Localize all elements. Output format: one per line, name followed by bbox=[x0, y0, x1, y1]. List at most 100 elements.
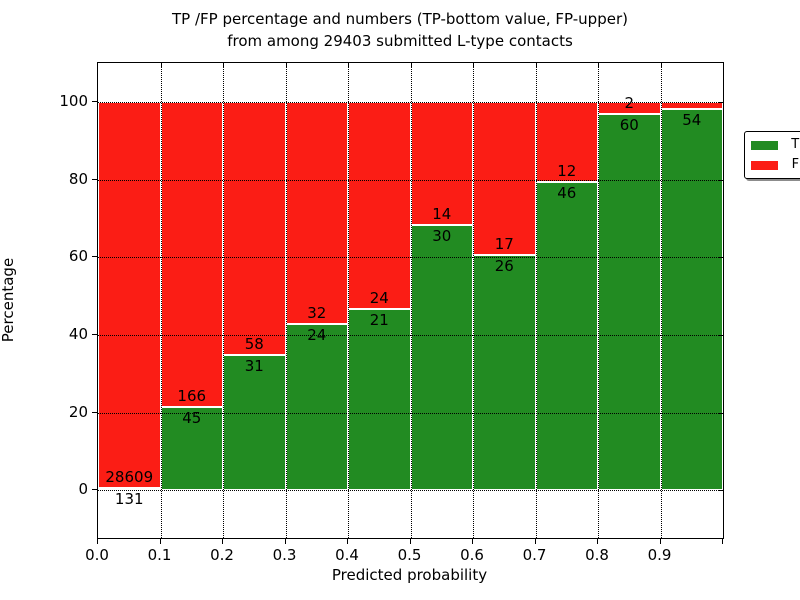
tp-count-label: 24 bbox=[307, 325, 327, 344]
legend-entry-fp: FP bbox=[751, 157, 800, 173]
y-tick-label: 40 bbox=[68, 324, 88, 343]
tp-bar-segment bbox=[535, 182, 598, 491]
fp-bar-segment bbox=[660, 101, 723, 109]
bottom-axis-tick bbox=[722, 539, 723, 544]
top-axis-tick bbox=[285, 63, 287, 67]
left-axis-tick bbox=[92, 411, 97, 413]
y-axis-label: Percentage bbox=[0, 257, 17, 343]
vertical-gridline bbox=[660, 63, 662, 538]
fp-bar-segment bbox=[473, 101, 536, 256]
fp-bar-segment bbox=[410, 101, 473, 226]
tp-count-label: 46 bbox=[557, 184, 577, 203]
right-axis-tick bbox=[719, 412, 723, 414]
fp-count-label: 12 bbox=[557, 162, 577, 181]
top-axis-tick bbox=[160, 63, 162, 67]
fp-count-label: 2 bbox=[624, 94, 635, 113]
tp-bar-segment bbox=[473, 255, 536, 491]
tp-count-label: 131 bbox=[114, 490, 144, 509]
tp-bar-segment bbox=[660, 108, 723, 491]
tp-count-label: 21 bbox=[369, 310, 389, 329]
fp-count-label: 28609 bbox=[105, 468, 154, 487]
chart-title: TP /FP percentage and numbers (TP-bottom… bbox=[0, 8, 800, 52]
x-tick-label: 0.8 bbox=[585, 546, 609, 564]
top-axis-tick bbox=[535, 63, 537, 67]
bottom-axis-tick bbox=[409, 539, 411, 544]
tp-count-label: 31 bbox=[244, 356, 264, 375]
fp-bar-segment bbox=[285, 101, 348, 324]
tp-bar-segment bbox=[98, 488, 161, 491]
left-axis-tick bbox=[92, 333, 97, 335]
tp-count-label: 30 bbox=[432, 227, 452, 246]
x-tick-label: 0.2 bbox=[210, 546, 234, 564]
vertical-gridline bbox=[410, 63, 412, 538]
tp-bar-segment bbox=[348, 308, 411, 491]
right-axis-tick bbox=[719, 257, 723, 259]
y-tick-label: 100 bbox=[59, 91, 88, 110]
bottom-axis-tick bbox=[347, 539, 348, 544]
bottom-axis-tick bbox=[597, 539, 598, 544]
fp-count-label: 17 bbox=[494, 235, 514, 254]
bottom-axis-tick bbox=[222, 539, 223, 544]
right-axis-tick bbox=[719, 334, 723, 336]
x-tick-label: 0.0 bbox=[85, 546, 109, 564]
bottom-axis-tick bbox=[534, 539, 536, 544]
x-tick-label: 0.9 bbox=[647, 546, 672, 564]
x-tick-label: 0.3 bbox=[272, 546, 297, 564]
fp-bar-segment bbox=[348, 101, 411, 309]
tp-legend-label: TP bbox=[791, 137, 800, 152]
bottom-axis-tick bbox=[659, 539, 661, 544]
right-axis-tick bbox=[719, 490, 723, 492]
vertical-gridline bbox=[223, 63, 224, 538]
x-tick-label: 0.1 bbox=[147, 546, 172, 564]
fp-count-label: 58 bbox=[244, 334, 264, 353]
bottom-axis-tick bbox=[97, 539, 98, 544]
chart-title-line1: TP /FP percentage and numbers (TP-bottom… bbox=[172, 10, 628, 28]
y-tick-label: 0 bbox=[78, 480, 88, 499]
tp-bar-segment bbox=[223, 354, 286, 491]
tp-count-label: 26 bbox=[494, 257, 514, 276]
bottom-axis-tick bbox=[159, 539, 161, 544]
plot-area: 28609 131 166 45 58 31 32 24 24 21 14 30 17 26 12 46 2 60… bbox=[97, 62, 800, 539]
fp-count-label: 14 bbox=[432, 205, 452, 224]
fp-count-label: 32 bbox=[307, 303, 327, 322]
x-tick-label: 0.6 bbox=[460, 546, 484, 564]
tp-bar-segment bbox=[598, 114, 661, 491]
chart-title-line2: from among 29403 submitted L-type contac… bbox=[227, 32, 573, 50]
x-tick-label: 0.7 bbox=[522, 546, 547, 564]
top-axis-tick bbox=[348, 63, 349, 67]
tp-bar-segment bbox=[410, 225, 473, 491]
legend-entry-tp: TP bbox=[751, 137, 800, 153]
y-tick-label: 20 bbox=[68, 402, 88, 421]
left-axis-tick bbox=[92, 178, 97, 180]
vertical-gridline bbox=[348, 63, 349, 538]
tp-count-label: 54 bbox=[682, 110, 702, 129]
vertical-gridline bbox=[535, 63, 537, 538]
top-axis-tick bbox=[598, 63, 599, 67]
top-axis-tick bbox=[660, 63, 662, 67]
y-tick-label: 80 bbox=[68, 169, 88, 188]
fp-count-label: 24 bbox=[369, 288, 389, 307]
top-axis-tick bbox=[410, 63, 412, 67]
fp-bar-segment bbox=[535, 101, 598, 183]
vertical-gridline bbox=[598, 63, 599, 538]
vertical-gridline bbox=[473, 63, 474, 538]
bottom-axis-tick bbox=[284, 539, 286, 544]
right-axis-tick bbox=[719, 101, 723, 103]
left-axis-tick bbox=[92, 100, 97, 102]
right-axis-tick bbox=[719, 179, 723, 181]
tp-count-label: 60 bbox=[619, 116, 639, 135]
tp-bar-segment bbox=[285, 323, 348, 491]
y-tick-label: 60 bbox=[68, 247, 88, 266]
left-axis-tick bbox=[92, 256, 97, 258]
fp-legend-label: FP bbox=[791, 157, 800, 172]
tp-count-label: 45 bbox=[182, 409, 202, 428]
x-tick-label: 0.5 bbox=[397, 546, 422, 564]
bottom-axis-tick bbox=[472, 539, 473, 544]
legend: TP FP bbox=[744, 131, 800, 179]
top-axis-tick bbox=[473, 63, 474, 67]
fp-bar-segment bbox=[160, 101, 223, 408]
fp-legend-swatch bbox=[751, 160, 778, 170]
fp-bar-segment bbox=[98, 101, 161, 489]
left-axis-tick bbox=[92, 489, 97, 491]
